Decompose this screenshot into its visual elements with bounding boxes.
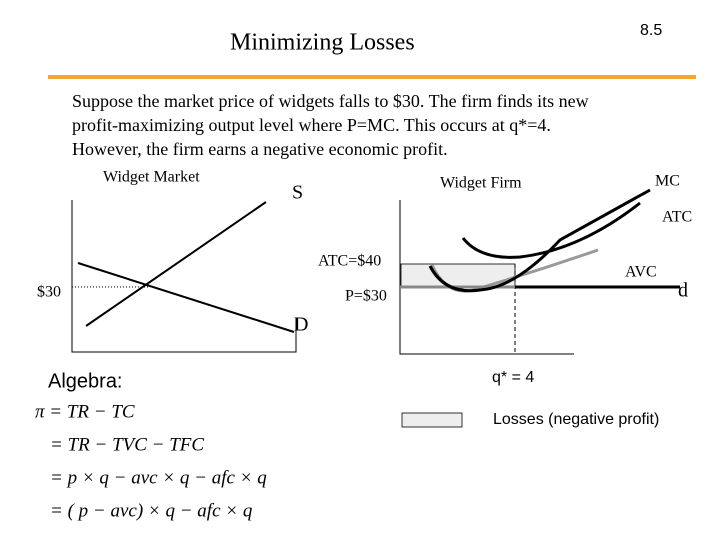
paragraph-line: However, the firm earns a negative econo… (72, 139, 448, 159)
mc-curve (428, 188, 651, 293)
demand-line (77, 262, 295, 333)
price-label: P=$30 (345, 288, 387, 305)
atc-value-label: ATC=$40 (318, 253, 381, 270)
paragraph-line: profit-maximizing output level where P=M… (72, 115, 551, 135)
legend-swatch (401, 412, 463, 428)
algebra-heading: Algebra: (48, 370, 123, 392)
d-label: d (678, 280, 688, 302)
slide-number: 8.5 (640, 22, 662, 39)
axes (399, 200, 574, 355)
equation: = ( p − avc) × q − afc × q (50, 500, 253, 521)
quantity-label: q* = 4 (492, 369, 534, 386)
atc-curve (461, 201, 641, 259)
legend-label: Losses (negative profit) (493, 411, 659, 428)
supply-line (85, 201, 267, 327)
paragraph-line: Suppose the market price of widgets fall… (72, 91, 589, 111)
title: Minimizing Losses (230, 30, 415, 56)
firm-title: Widget Firm (440, 175, 522, 192)
demand-label: D (294, 314, 308, 336)
firm-graph: Widget Firm MC ATC AVC d ATC=$40 P=$30 q… (318, 173, 692, 387)
mc-label: MC (655, 173, 680, 190)
market-graph: Widget Market S D $30 (37, 169, 308, 353)
equation: π = TR − TC (35, 401, 135, 422)
atc-label: ATC (662, 209, 692, 226)
equation: = p × q − avc × q − afc × q (50, 467, 267, 488)
avc-label: AVC (625, 264, 657, 281)
price-label: $30 (37, 284, 61, 301)
market-title: Widget Market (103, 169, 200, 186)
supply-label: S (292, 182, 303, 204)
equation: = TR − TVC − TFC (50, 434, 204, 455)
axes (71, 200, 297, 353)
